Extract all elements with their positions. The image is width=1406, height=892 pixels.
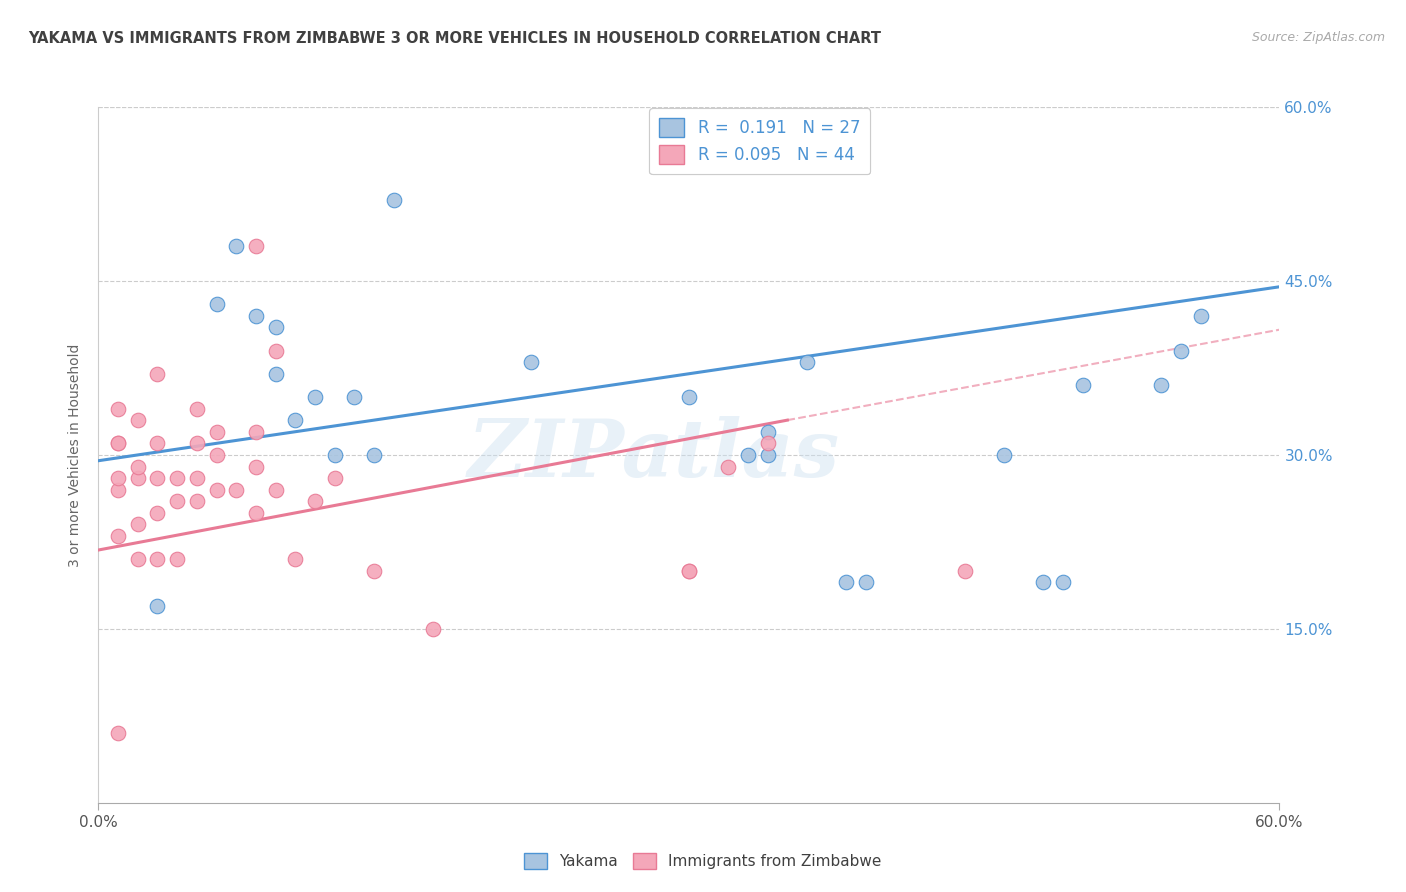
Y-axis label: 3 or more Vehicles in Household: 3 or more Vehicles in Household [69,343,83,566]
Legend: Yakama, Immigrants from Zimbabwe: Yakama, Immigrants from Zimbabwe [517,847,889,875]
Point [107,436,129,450]
Point [146,552,169,566]
Text: YAKAMA VS IMMIGRANTS FROM ZIMBABWE 3 OR MORE VEHICLES IN HOUSEHOLD CORRELATION C: YAKAMA VS IMMIGRANTS FROM ZIMBABWE 3 OR … [28,31,882,46]
Point [422,622,444,636]
Point [205,483,228,497]
Point [146,599,169,613]
Point [205,297,228,311]
Point [264,367,287,381]
Point [264,483,287,497]
Point [186,401,208,416]
Point [127,471,149,485]
Point [520,355,543,369]
Point [146,506,169,520]
Point [304,494,326,508]
Point [1170,343,1192,358]
Point [678,390,700,404]
Point [107,726,129,740]
Point [107,401,129,416]
Point [127,552,149,566]
Point [1189,309,1212,323]
Point [1071,378,1094,392]
Point [993,448,1015,462]
Point [756,448,779,462]
Point [107,529,129,543]
Point [1032,575,1054,590]
Point [678,564,700,578]
Point [284,413,307,427]
Point [205,448,228,462]
Point [245,425,267,439]
Text: Source: ZipAtlas.com: Source: ZipAtlas.com [1251,31,1385,45]
Legend: R =  0.191   N = 27, R = 0.095   N = 44: R = 0.191 N = 27, R = 0.095 N = 44 [650,109,870,174]
Point [323,471,346,485]
Point [363,448,385,462]
Point [835,575,858,590]
Point [186,494,208,508]
Point [264,343,287,358]
Point [245,506,267,520]
Point [1150,378,1173,392]
Point [304,390,326,404]
Point [382,193,405,207]
Point [245,459,267,474]
Point [717,459,740,474]
Point [107,471,129,485]
Point [756,425,779,439]
Point [166,471,188,485]
Point [953,564,976,578]
Text: ZIPatlas: ZIPatlas [467,417,839,493]
Point [186,471,208,485]
Point [146,471,169,485]
Point [107,483,129,497]
Point [855,575,877,590]
Point [186,436,208,450]
Point [146,436,169,450]
Point [127,517,149,532]
Point [363,564,385,578]
Point [796,355,818,369]
Point [127,413,149,427]
Point [323,448,346,462]
Point [166,494,188,508]
Point [1052,575,1074,590]
Point [264,320,287,334]
Point [205,425,228,439]
Point [678,564,700,578]
Point [127,459,149,474]
Point [107,436,129,450]
Point [245,239,267,253]
Point [166,552,188,566]
Point [284,552,307,566]
Point [245,309,267,323]
Point [756,436,779,450]
Point [225,239,247,253]
Point [146,367,169,381]
Point [343,390,366,404]
Point [737,448,759,462]
Point [225,483,247,497]
